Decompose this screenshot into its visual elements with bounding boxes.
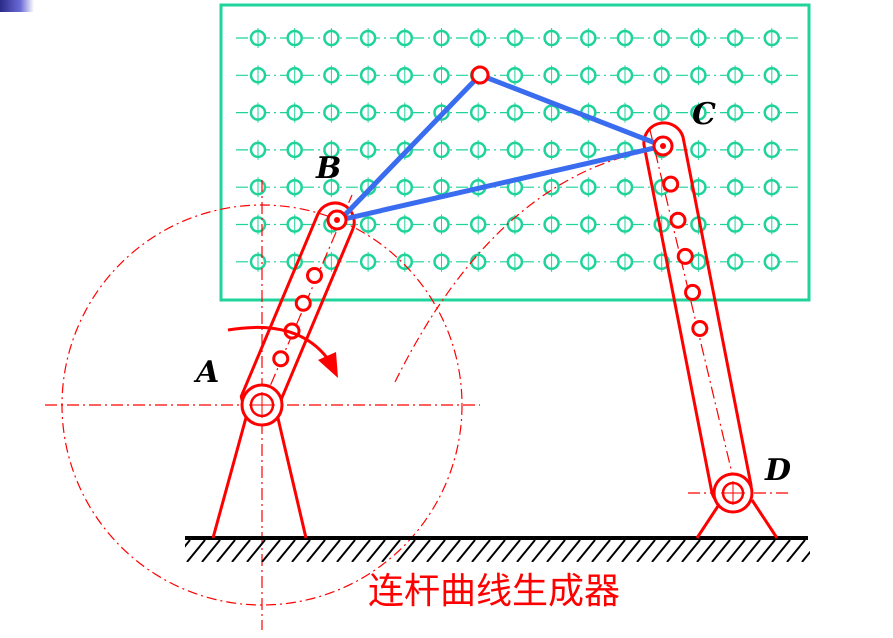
hatch-stroke bbox=[546, 539, 566, 562]
hatch-stroke bbox=[651, 539, 671, 562]
hatch-stroke bbox=[201, 539, 221, 562]
hatch-stroke bbox=[486, 539, 506, 562]
hatch-stroke bbox=[666, 539, 686, 562]
hatch-stroke bbox=[621, 539, 641, 562]
hatch-stroke bbox=[711, 539, 731, 562]
hatch-stroke bbox=[591, 539, 611, 562]
slide-corner-mark bbox=[0, 0, 34, 12]
crank-hole bbox=[294, 294, 312, 312]
rotation-arrow bbox=[227, 325, 332, 363]
hatch-stroke bbox=[606, 539, 626, 562]
rocker-hole bbox=[662, 175, 680, 193]
hatch-stroke bbox=[471, 539, 491, 562]
rocker-hole bbox=[691, 320, 709, 338]
hatch-stroke bbox=[801, 550, 810, 562]
hatch-stroke bbox=[186, 539, 206, 562]
rotation-arrow-head bbox=[318, 352, 338, 378]
hatch-stroke bbox=[366, 539, 386, 562]
hatch-stroke bbox=[531, 539, 551, 562]
hatch-stroke bbox=[786, 539, 806, 562]
rocker-hole bbox=[669, 211, 687, 229]
hatch-stroke bbox=[216, 539, 236, 562]
hatch-stroke bbox=[681, 539, 701, 562]
hatch-stroke bbox=[291, 539, 311, 562]
label-a: A bbox=[193, 355, 219, 390]
hatch-stroke bbox=[321, 539, 341, 562]
crank-hole bbox=[306, 267, 323, 284]
hatch-stroke bbox=[561, 539, 581, 562]
hatch-stroke bbox=[441, 539, 461, 562]
hatch-stroke bbox=[576, 539, 596, 562]
hatch-stroke bbox=[336, 539, 356, 562]
hatch-stroke bbox=[381, 539, 401, 562]
label-b: B bbox=[315, 151, 341, 186]
hatch-stroke bbox=[351, 539, 371, 562]
hatch-stroke bbox=[231, 539, 251, 562]
hatch-stroke bbox=[306, 539, 326, 562]
hatch-stroke bbox=[741, 539, 761, 562]
hatch-stroke bbox=[756, 539, 776, 562]
ground-hatching bbox=[185, 539, 810, 562]
support-a bbox=[211, 413, 308, 539]
hatch-stroke bbox=[726, 539, 746, 562]
joint-c-pin bbox=[660, 143, 666, 149]
hatch-stroke bbox=[261, 539, 281, 562]
label-c: C bbox=[692, 97, 716, 132]
crank-hole bbox=[272, 350, 290, 368]
hatch-stroke bbox=[636, 539, 656, 562]
joint-b-pin bbox=[334, 217, 340, 223]
rocker-bar-holes bbox=[662, 175, 709, 338]
rocker-hole bbox=[684, 283, 702, 301]
hatch-stroke bbox=[246, 539, 266, 562]
label-d: D bbox=[764, 453, 791, 488]
hatch-stroke bbox=[185, 539, 191, 548]
hatch-stroke bbox=[501, 539, 521, 562]
hatch-stroke bbox=[426, 539, 446, 562]
coupler-plate bbox=[219, 3, 811, 302]
tracer-point bbox=[470, 65, 490, 85]
hatch-stroke bbox=[396, 539, 416, 562]
diagram-caption: 连杆曲线生成器 bbox=[368, 571, 620, 612]
hatch-stroke bbox=[516, 539, 536, 562]
hatch-stroke bbox=[411, 539, 431, 562]
rocker-hole bbox=[676, 247, 694, 265]
coupler-grid-holes bbox=[249, 28, 781, 272]
hatch-stroke bbox=[456, 539, 476, 562]
coupler-triangle bbox=[337, 72, 666, 223]
hatch-stroke bbox=[696, 539, 716, 562]
hatch-stroke bbox=[771, 539, 791, 562]
hatch-stroke bbox=[276, 539, 296, 562]
